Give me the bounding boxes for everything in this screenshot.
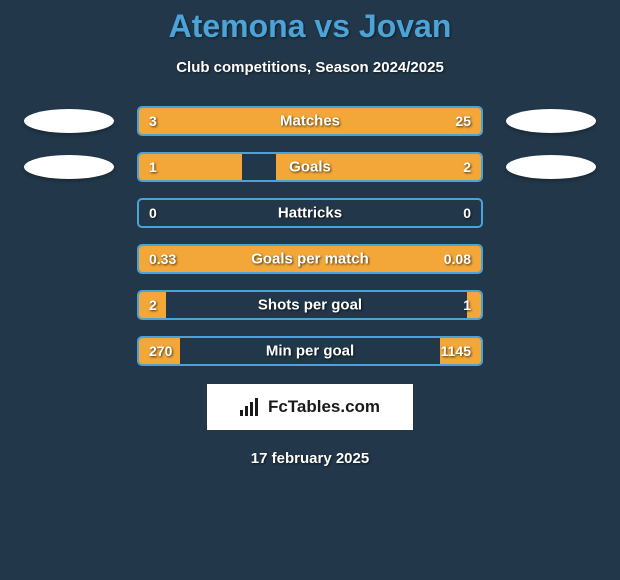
stat-value-right: 1145 xyxy=(441,343,471,359)
logo-box[interactable]: FcTables.com xyxy=(207,384,413,430)
stat-value-left: 0.33 xyxy=(149,251,176,267)
stat-value-left: 0 xyxy=(149,205,157,221)
team-badge-right xyxy=(501,336,601,366)
page-title: Atemona vs Jovan xyxy=(0,8,620,45)
date-label: 17 february 2025 xyxy=(0,450,620,467)
team-badge-right xyxy=(501,152,601,182)
badge-ellipse-icon xyxy=(24,155,114,179)
stat-value-left: 270 xyxy=(149,343,172,359)
stat-value-right: 0 xyxy=(463,205,471,221)
stat-label: Min per goal xyxy=(139,343,481,360)
team-badge-right xyxy=(501,106,601,136)
badge-ellipse-icon xyxy=(506,155,596,179)
team-badge-left xyxy=(19,198,119,228)
subtitle: Club competitions, Season 2024/2025 xyxy=(0,59,620,76)
bar-fill-left xyxy=(139,246,402,272)
badge-ellipse-icon xyxy=(506,109,596,133)
stat-bar: 270 1145Min per goal xyxy=(137,336,483,366)
stat-value-left: 3 xyxy=(149,113,157,129)
stat-bar: 0.330.08Goals per match xyxy=(137,244,483,274)
stat-row: 270 1145Min per goal xyxy=(0,336,620,366)
team-badge-right xyxy=(501,244,601,274)
stat-bar: 0 0Hattricks xyxy=(137,198,483,228)
stat-bar: 12Goals xyxy=(137,152,483,182)
stat-bar: 325Matches xyxy=(137,106,483,136)
team-badge-left xyxy=(19,336,119,366)
stat-label: Shots per goal xyxy=(139,297,481,314)
stat-value-right: 25 xyxy=(455,113,471,129)
stat-row: 12Goals xyxy=(0,152,620,182)
stats-list: 325Matches12Goals00Hattricks0.330.08Goal… xyxy=(0,106,620,366)
logo-text: FcTables.com xyxy=(268,397,380,417)
team-badge-right xyxy=(501,290,601,320)
stat-value-left: 2 xyxy=(149,297,157,313)
stat-value-left: 1 xyxy=(149,159,157,175)
team-badge-left xyxy=(19,244,119,274)
comparison-card: Atemona vs Jovan Club competitions, Seas… xyxy=(0,0,620,467)
stat-row: 0.330.08Goals per match xyxy=(0,244,620,274)
team-badge-left xyxy=(19,152,119,182)
stat-bar: 2 1Shots per goal xyxy=(137,290,483,320)
stat-value-right: 2 xyxy=(463,159,471,175)
team-badge-left xyxy=(19,106,119,136)
stat-row: 325Matches xyxy=(0,106,620,136)
team-badge-left xyxy=(19,290,119,320)
logo: FcTables.com xyxy=(240,397,380,417)
bar-fill-right xyxy=(201,108,481,134)
stat-row: 0 0Hattricks xyxy=(0,198,620,228)
stat-row: 2 1Shots per goal xyxy=(0,290,620,320)
badge-ellipse-icon xyxy=(24,109,114,133)
bar-fill-right xyxy=(276,154,481,180)
stat-label: Hattricks xyxy=(139,205,481,222)
team-badge-right xyxy=(501,198,601,228)
stat-value-right: 0.08 xyxy=(444,251,471,267)
bars-icon xyxy=(240,398,262,416)
stat-value-right: 1 xyxy=(463,297,471,313)
